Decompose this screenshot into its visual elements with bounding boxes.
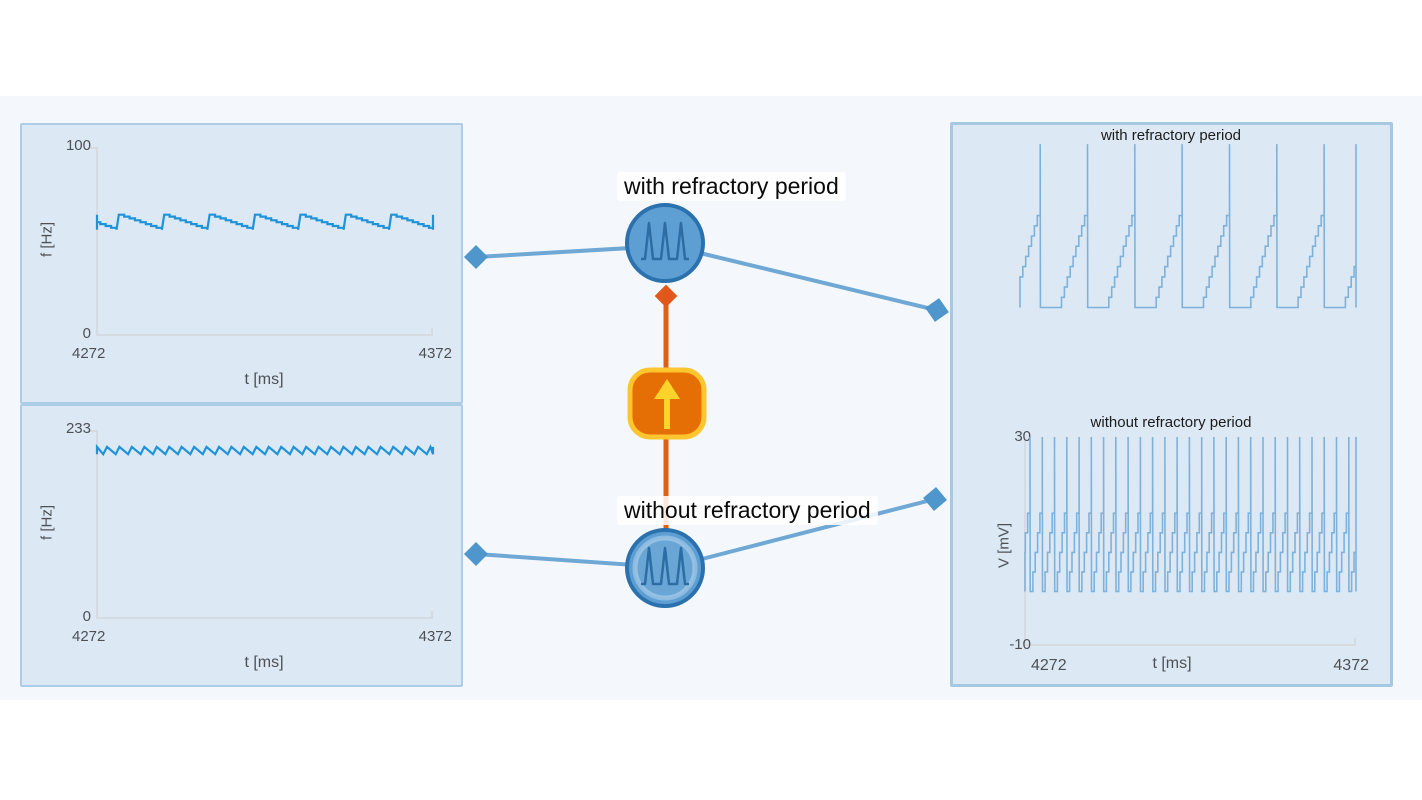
x-max-tick: 4372 <box>418 628 452 645</box>
voltage-trace-with-refractory <box>1019 144 1357 309</box>
y-min-tick: 0 <box>82 325 91 342</box>
voltage-plot-title-without-refractory: without refractory period <box>1090 414 1252 431</box>
y-min-tick: 0 <box>82 608 91 625</box>
x-axis-line <box>1024 644 1356 646</box>
y-axis-line <box>96 147 98 335</box>
x-min-tick: 4272 <box>1031 657 1067 674</box>
neuron-body[interactable] <box>625 528 705 608</box>
connection-neuron-to-voltmeter-bottom[interactable] <box>701 497 936 561</box>
neuron-label-without-refractory: without refractory period <box>617 496 878 525</box>
neuron-node-without-refractory[interactable] <box>625 528 705 608</box>
connector-diamond-orange[interactable] <box>654 284 678 308</box>
x-min-tick: 4272 <box>72 345 106 362</box>
y-max-tick: 30 <box>1014 428 1031 445</box>
y-axis-top-tick <box>89 147 96 149</box>
current-source-node[interactable] <box>627 367 707 440</box>
arrow-up-icon <box>654 379 680 399</box>
neuron-label-with-refractory: with refractory period <box>617 172 846 201</box>
voltage-plot-title-with-refractory: with refractory period <box>1100 127 1242 144</box>
y-axis-line <box>96 430 98 618</box>
y-axis-top-tick <box>89 430 96 432</box>
spike-train-icon <box>641 221 689 261</box>
voltmeter-panel[interactable] <box>950 122 1393 687</box>
frequency-trace-with-refractory <box>95 213 435 230</box>
frequency-trace-without-refractory <box>95 443 435 457</box>
neuron-body[interactable] <box>625 203 705 283</box>
x-axis-line <box>96 617 433 619</box>
x-max-tick: 4372 <box>418 345 452 362</box>
x-axis-label: t [ms] <box>1152 655 1192 672</box>
spike-train-icon <box>641 546 689 586</box>
connector-diamond[interactable] <box>923 487 947 511</box>
x-axis-label: t [ms] <box>244 371 284 388</box>
x-axis-label: t [ms] <box>244 654 284 671</box>
x-axis-end-tick <box>431 611 433 617</box>
voltage-trace-without-refractory <box>1024 436 1357 593</box>
connection-neuron-to-voltmeter-top[interactable] <box>699 251 937 312</box>
y-min-tick: -10 <box>1009 636 1031 653</box>
x-max-tick: 4372 <box>1333 657 1369 674</box>
x-axis-end-tick <box>1354 638 1356 644</box>
frequency-plot-panel-with-refractory[interactable] <box>20 123 463 404</box>
y-max-tick: 233 <box>65 420 91 437</box>
x-axis-line <box>96 334 433 336</box>
x-min-tick: 4272 <box>72 628 106 645</box>
connector-diamond[interactable] <box>463 541 489 567</box>
connector-diamond[interactable] <box>463 244 489 270</box>
neuron-node-with-refractory[interactable] <box>625 203 705 283</box>
x-axis-end-tick <box>431 328 433 334</box>
connector-diamond[interactable] <box>925 298 949 322</box>
y-max-tick: 100 <box>65 137 91 154</box>
